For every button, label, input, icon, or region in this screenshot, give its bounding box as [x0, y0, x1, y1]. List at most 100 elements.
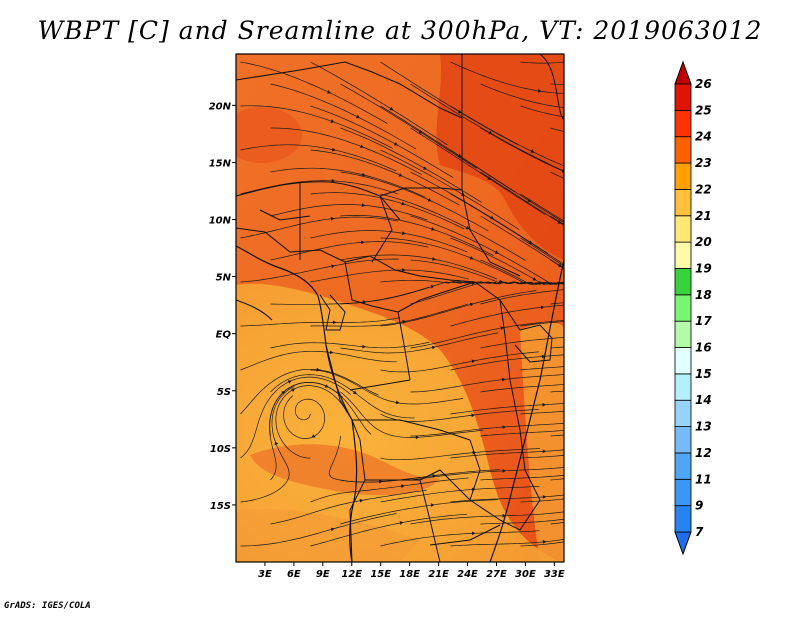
chart-title: WBPT [C] and Sreamline at 300hPa, VT: 20…	[37, 16, 763, 45]
streamline-arrow	[430, 227, 435, 231]
streamline-arrow	[537, 88, 542, 93]
streamline	[480, 83, 564, 108]
streamline-arrow	[599, 240, 603, 243]
streamline-arrow	[332, 320, 337, 325]
streamline	[240, 317, 401, 327]
footer-credit: GrADS: IGES/COLA	[4, 601, 91, 611]
wbpt-field	[236, 51, 646, 562]
streamline-arrow	[362, 344, 366, 349]
streamline-arrow	[501, 377, 506, 382]
streamline-arrow	[498, 280, 503, 285]
colorbar-swatch	[674, 189, 692, 217]
streamline-arrow	[331, 147, 336, 152]
streamline	[240, 386, 295, 503]
streamline-arrow	[611, 528, 615, 532]
streamline	[310, 149, 460, 206]
colorbar-label: 25	[695, 103, 712, 117]
colorbar-label: 14	[695, 393, 712, 407]
streamline-arrow	[361, 172, 366, 177]
colorbar-swatch	[674, 505, 692, 533]
streamline-arrow	[389, 106, 394, 111]
streamline-arrow	[642, 134, 646, 138]
streamline	[270, 241, 429, 261]
colorbar-swatch	[674, 347, 692, 375]
streamline	[410, 171, 549, 254]
streamline-arrow	[361, 240, 365, 245]
streamline-arrow	[612, 359, 616, 363]
streamline-arrow	[528, 240, 533, 244]
colorbar-label: 23	[695, 156, 712, 170]
border-line	[514, 324, 553, 363]
streamline	[340, 281, 496, 305]
streamline-arrow	[393, 142, 398, 146]
streamline-arrow	[274, 441, 279, 446]
wbpt-region-24	[436, 54, 564, 260]
streamline-arrow	[352, 390, 357, 395]
streamline	[270, 341, 430, 349]
streamline-arrow	[642, 291, 646, 295]
streamline-arrow	[532, 277, 537, 281]
streamline-arrow	[572, 335, 576, 339]
border-line	[371, 195, 393, 263]
border-line	[236, 299, 273, 321]
streamline-arrow	[630, 261, 634, 264]
west-coastline	[236, 245, 358, 562]
streamlines	[240, 51, 646, 547]
streamline-arrow	[557, 263, 562, 267]
east-coastline	[489, 259, 564, 562]
streamline-arrow	[422, 166, 427, 170]
border-line	[349, 379, 411, 391]
streamline-arrow	[542, 495, 547, 499]
colorbar-label: 13	[695, 420, 712, 434]
colorbar-max-arrow	[674, 60, 692, 85]
country-borders	[236, 54, 564, 562]
streamline	[410, 215, 555, 284]
streamline-arrow	[569, 106, 573, 110]
streamline-arrow	[612, 403, 616, 407]
streamline	[340, 332, 499, 354]
lon-tick-label: 15E	[370, 569, 391, 580]
lat-tick-label: EQ	[216, 330, 232, 341]
lat-tick-label: 15N	[209, 158, 232, 169]
colorbar-swatch	[674, 452, 692, 480]
streamline-arrow	[612, 51, 616, 55]
streamline	[310, 192, 465, 230]
colorbar-label: 9	[695, 499, 703, 513]
border-line	[236, 227, 346, 263]
border-line	[429, 524, 501, 546]
streamline	[310, 303, 468, 327]
streamline	[480, 474, 564, 481]
border-line	[397, 281, 521, 331]
streamline	[450, 402, 564, 415]
streamline-arrow	[502, 513, 507, 518]
streamline	[450, 237, 564, 285]
colorbar-label: 26	[695, 77, 712, 91]
border-line	[499, 299, 526, 471]
streamline	[380, 149, 520, 230]
streamline	[380, 290, 537, 327]
border-line	[379, 54, 463, 197]
streamline	[340, 391, 484, 438]
border-line	[259, 209, 311, 221]
streamline	[480, 171, 564, 226]
streamline	[270, 374, 415, 419]
streamline	[520, 321, 564, 327]
colorbar-swatch	[674, 294, 692, 322]
streamline-arrow	[331, 264, 335, 269]
streamline	[310, 477, 469, 503]
streamline	[450, 449, 564, 459]
streamline-arrow	[402, 268, 406, 272]
streamline	[240, 376, 352, 459]
streamline-arrow	[639, 499, 643, 503]
streamline	[283, 395, 326, 439]
streamline	[480, 384, 564, 393]
streamline	[340, 127, 482, 203]
lon-tick-label: 12E	[341, 569, 362, 580]
streamline	[410, 127, 546, 215]
streamline	[450, 304, 564, 327]
lon-tick-label: 33E	[544, 569, 565, 580]
colorbar-swatch	[674, 162, 692, 190]
streamline-arrow	[395, 400, 400, 405]
streamline-arrow	[471, 359, 476, 364]
streamline-arrow	[487, 176, 492, 180]
